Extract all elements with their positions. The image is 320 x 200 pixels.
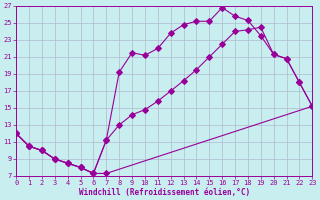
X-axis label: Windchill (Refroidissement éolien,°C): Windchill (Refroidissement éolien,°C)	[79, 188, 250, 197]
